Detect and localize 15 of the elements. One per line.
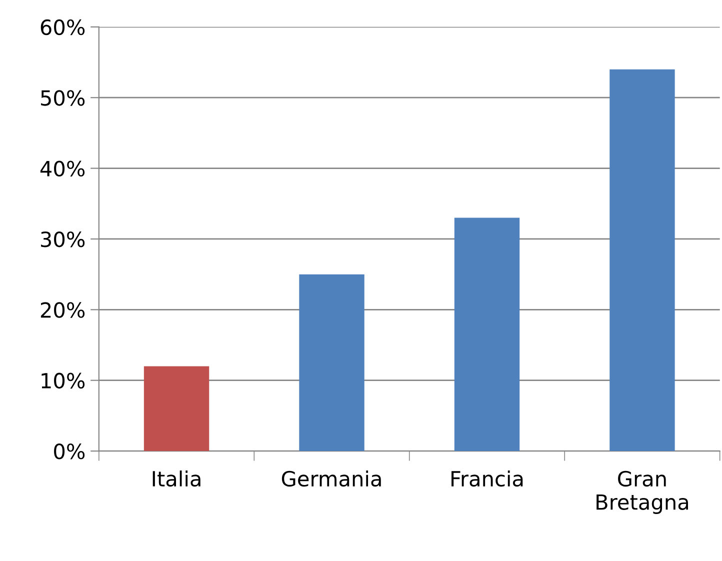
- x-tick-label: Italia: [152, 470, 200, 487]
- y-tick-label: 50%: [41, 90, 85, 106]
- x-tick-label: Francia: [452, 470, 523, 487]
- bar: [610, 69, 675, 452]
- y-tick-label: 60%: [40, 19, 85, 36]
- y-tick-label: 10%: [42, 372, 85, 389]
- bar: [454, 218, 520, 452]
- bar: [299, 274, 364, 452]
- x-tick-label: Germania: [282, 470, 381, 487]
- bar: [144, 366, 210, 452]
- x-tick-label: Gran Bretagna: [596, 470, 688, 514]
- y-tick-label: 40%: [40, 160, 85, 177]
- y-tick-label: 20%: [40, 302, 85, 318]
- y-tick-label: 0%: [54, 443, 85, 460]
- y-tick-label: 30%: [41, 231, 85, 248]
